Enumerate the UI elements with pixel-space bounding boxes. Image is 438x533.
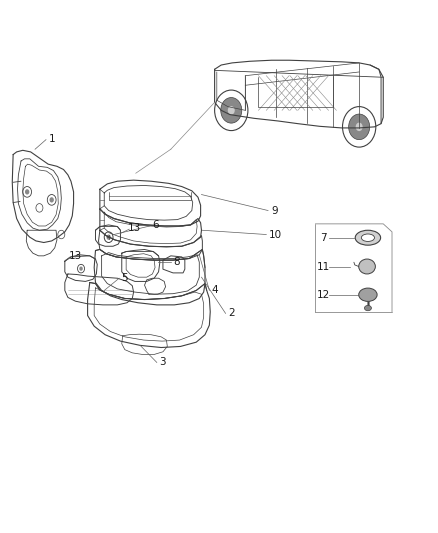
- Circle shape: [356, 123, 363, 131]
- Circle shape: [25, 189, 29, 195]
- Circle shape: [221, 98, 242, 123]
- Text: 13: 13: [128, 223, 141, 233]
- Text: 9: 9: [272, 206, 279, 215]
- Circle shape: [349, 114, 370, 140]
- Circle shape: [79, 266, 83, 271]
- Text: 4: 4: [211, 286, 218, 295]
- Text: 10: 10: [268, 230, 282, 239]
- Text: 12: 12: [317, 290, 330, 300]
- Circle shape: [228, 106, 235, 115]
- Ellipse shape: [355, 230, 381, 245]
- Ellipse shape: [359, 288, 377, 302]
- Ellipse shape: [359, 259, 375, 274]
- Text: 3: 3: [159, 358, 166, 367]
- Circle shape: [106, 235, 111, 240]
- Ellipse shape: [364, 305, 371, 311]
- Text: 2: 2: [228, 309, 235, 318]
- Ellipse shape: [361, 234, 374, 241]
- Text: 1: 1: [48, 134, 55, 143]
- Circle shape: [49, 197, 54, 203]
- Text: 8: 8: [173, 257, 180, 267]
- Text: 13: 13: [69, 251, 82, 261]
- Text: 11: 11: [317, 262, 330, 271]
- Text: 5: 5: [121, 273, 128, 283]
- Text: 6: 6: [152, 220, 159, 230]
- Text: 7: 7: [320, 233, 327, 243]
